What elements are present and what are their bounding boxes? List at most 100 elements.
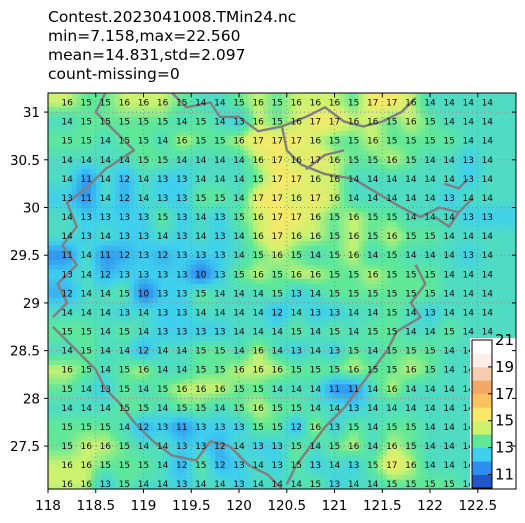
- heatmap-cell: [334, 302, 340, 309]
- heatmap-cell: [239, 259, 245, 266]
- heatmap-cell: [52, 135, 59, 142]
- heatmap-cell: [353, 312, 360, 318]
- heatmap-cell: [119, 169, 126, 175]
- heatmap-cell: [496, 283, 503, 290]
- heatmap-cell: [468, 269, 474, 275]
- heatmap-cell: [205, 231, 211, 237]
- heatmap-cell: [296, 164, 302, 170]
- heatmap-cell: [492, 240, 498, 247]
- heatmap-cell: [114, 188, 121, 194]
- heatmap-cell: [200, 245, 207, 252]
- heatmap-cell: [215, 155, 221, 161]
- heatmap-cell: [367, 178, 374, 185]
- heatmap-cell: [129, 112, 135, 118]
- heatmap-cell: [248, 326, 254, 333]
- heatmap-cell: [286, 322, 293, 328]
- heatmap-cell: [186, 207, 192, 213]
- heatmap-cell: [410, 312, 417, 318]
- heatmap-cell: [272, 159, 278, 166]
- heatmap-cell: [516, 103, 521, 108]
- heatmap-cell: [95, 269, 102, 275]
- heatmap-cell: [110, 283, 116, 290]
- heatmap-cell: [482, 112, 488, 118]
- heatmap-cell: [181, 255, 188, 261]
- heatmap-cell: [219, 197, 226, 204]
- heatmap-cell: [334, 116, 340, 123]
- heatmap-cell: [229, 221, 235, 228]
- heatmap-cell: [477, 197, 484, 204]
- heatmap-cell: [57, 269, 63, 275]
- heatmap-cell: [501, 197, 508, 204]
- heatmap-cell: [391, 288, 398, 294]
- heatmap-cell: [205, 212, 211, 218]
- heatmap-cell: [396, 93, 402, 99]
- heatmap-cell: [57, 226, 63, 232]
- heatmap-cell: [90, 322, 97, 328]
- heatmap-cell: [119, 145, 126, 151]
- heatmap-cell: [410, 269, 417, 275]
- heatmap-cell: [153, 259, 159, 266]
- heatmap-cell: [439, 307, 445, 314]
- heatmap-cell: [291, 207, 297, 213]
- heatmap-cell: [387, 326, 393, 333]
- heatmap-cell: [367, 102, 374, 108]
- heatmap-cell: [133, 274, 140, 280]
- heatmap-cell: [282, 250, 288, 256]
- heatmap-cell: [434, 107, 441, 113]
- heatmap-cell: [315, 126, 321, 132]
- heatmap-cell: [320, 102, 326, 108]
- heatmap-cell: [110, 102, 116, 108]
- heatmap-cell: [334, 317, 340, 323]
- heatmap-cell: [358, 240, 364, 247]
- heatmap-cell: [501, 259, 508, 266]
- heatmap-cell: [353, 317, 360, 323]
- heatmap-cell: [215, 245, 221, 252]
- heatmap-cell: [453, 116, 460, 123]
- heatmap-cell: [57, 140, 63, 147]
- heatmap-cell: [110, 131, 116, 137]
- heatmap-cell: [372, 212, 379, 218]
- heatmap-cell: [124, 236, 130, 242]
- heatmap-cell: [396, 159, 402, 166]
- heatmap-cell: [324, 236, 331, 242]
- heatmap-cell: [315, 207, 321, 213]
- heatmap-cell: [186, 197, 192, 204]
- heatmap-cell: [124, 317, 130, 323]
- heatmap-cell: [324, 131, 331, 137]
- heatmap-cell: [439, 217, 445, 223]
- heatmap-cell: [267, 135, 274, 142]
- heatmap-cell: [305, 188, 312, 194]
- heatmap-cell: [305, 312, 312, 318]
- heatmap-cell: [344, 183, 350, 190]
- heatmap-cell: [210, 183, 216, 190]
- heatmap-cell: [482, 97, 488, 104]
- heatmap-cell: [90, 226, 97, 232]
- heatmap-cell: [396, 283, 402, 290]
- heatmap-cell: [324, 159, 331, 166]
- heatmap-cell: [301, 207, 307, 213]
- heatmap-cell: [248, 97, 254, 104]
- heatmap-cell: [258, 259, 264, 266]
- heatmap-cell: [162, 269, 168, 275]
- heatmap-cell: [157, 217, 164, 223]
- heatmap-cell: [153, 283, 159, 290]
- heatmap-cell: [487, 269, 493, 275]
- heatmap-cell: [516, 198, 521, 203]
- heatmap-cell: [511, 240, 516, 247]
- heatmap-cell: [114, 231, 121, 237]
- heatmap-cell: [473, 97, 479, 104]
- heatmap-cell: [253, 326, 259, 333]
- heatmap-cell: [453, 126, 460, 132]
- heatmap-cell: [219, 126, 226, 132]
- heatmap-cell: [382, 126, 388, 132]
- heatmap-cell: [224, 174, 231, 180]
- heatmap-cell: [439, 102, 445, 108]
- heatmap-cell: [105, 202, 111, 209]
- heatmap-cell: [119, 322, 126, 328]
- heatmap-cell: [224, 93, 231, 99]
- heatmap-cell: [76, 240, 83, 247]
- heatmap-cell: [114, 307, 121, 314]
- heatmap-cell: [353, 188, 360, 194]
- heatmap-cell: [305, 197, 312, 204]
- heatmap-cell: [305, 135, 312, 142]
